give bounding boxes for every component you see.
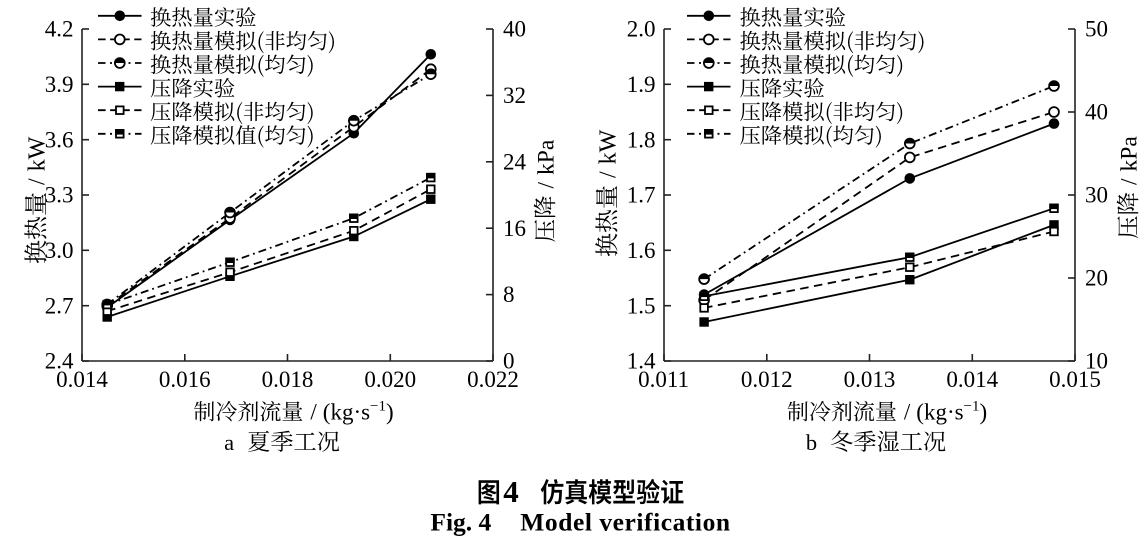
svg-text:4: 4 <box>503 474 519 509</box>
svg-text:0.022: 0.022 <box>467 367 519 392</box>
svg-text:0.014: 0.014 <box>56 367 108 392</box>
svg-text:−1: −1 <box>964 399 980 415</box>
svg-text:b: b <box>806 430 817 455</box>
svg-text:30: 30 <box>1085 183 1108 208</box>
svg-text:10: 10 <box>1085 349 1108 374</box>
svg-text:kW: kW <box>25 136 51 171</box>
svg-text:1.6: 1.6 <box>627 238 656 263</box>
svg-text:1.5: 1.5 <box>627 293 656 318</box>
svg-text:kW: kW <box>596 129 622 164</box>
svg-text:32: 32 <box>503 83 526 108</box>
svg-text:Model verification: Model verification <box>520 508 730 537</box>
svg-text:/: / <box>904 400 911 425</box>
svg-text:0.015: 0.015 <box>1049 367 1101 392</box>
svg-text:2.7: 2.7 <box>45 293 74 318</box>
svg-text:): ) <box>386 400 394 425</box>
svg-text:3.3: 3.3 <box>45 183 74 208</box>
svg-text:24: 24 <box>503 149 527 174</box>
svg-text:0.012: 0.012 <box>741 367 793 392</box>
svg-text:1.4: 1.4 <box>627 349 656 374</box>
svg-text:50: 50 <box>1085 17 1108 42</box>
svg-text:/: / <box>534 182 560 189</box>
svg-text:1.7: 1.7 <box>627 183 656 208</box>
svg-text:40: 40 <box>1085 100 1108 125</box>
svg-text:kPa: kPa <box>534 139 560 175</box>
svg-text:3.0: 3.0 <box>45 238 74 263</box>
svg-text:1.8: 1.8 <box>627 127 656 152</box>
svg-text:3.6: 3.6 <box>45 127 74 152</box>
svg-text:4.2: 4.2 <box>45 17 74 42</box>
svg-text:Fig. 4: Fig. 4 <box>430 508 491 537</box>
svg-text:a: a <box>224 430 234 455</box>
svg-text:2.4: 2.4 <box>45 349 74 374</box>
svg-text:kPa: kPa <box>1117 136 1143 172</box>
svg-text:0: 0 <box>503 349 515 374</box>
svg-text:1.9: 1.9 <box>627 72 656 97</box>
svg-text:−1: −1 <box>370 399 386 415</box>
svg-text:/: / <box>1117 178 1143 185</box>
svg-text:): ) <box>980 400 988 425</box>
svg-text:40: 40 <box>503 17 526 42</box>
svg-text:/: / <box>25 178 51 185</box>
svg-text:(kg·s: (kg·s <box>916 400 963 425</box>
svg-text:3.9: 3.9 <box>45 72 74 97</box>
svg-text:8: 8 <box>503 282 515 307</box>
svg-text:16: 16 <box>503 216 526 241</box>
svg-text:20: 20 <box>1085 266 1108 291</box>
svg-text:2.0: 2.0 <box>627 17 656 42</box>
svg-text:0.016: 0.016 <box>159 367 211 392</box>
svg-text:/: / <box>596 171 622 178</box>
svg-text:0.014: 0.014 <box>946 367 998 392</box>
svg-text:0.013: 0.013 <box>844 367 896 392</box>
svg-text:(kg·s: (kg·s <box>323 400 370 425</box>
svg-text:0.011: 0.011 <box>638 367 689 392</box>
svg-text:0.020: 0.020 <box>364 367 416 392</box>
svg-text:0.018: 0.018 <box>262 367 314 392</box>
svg-text:/: / <box>310 400 317 425</box>
